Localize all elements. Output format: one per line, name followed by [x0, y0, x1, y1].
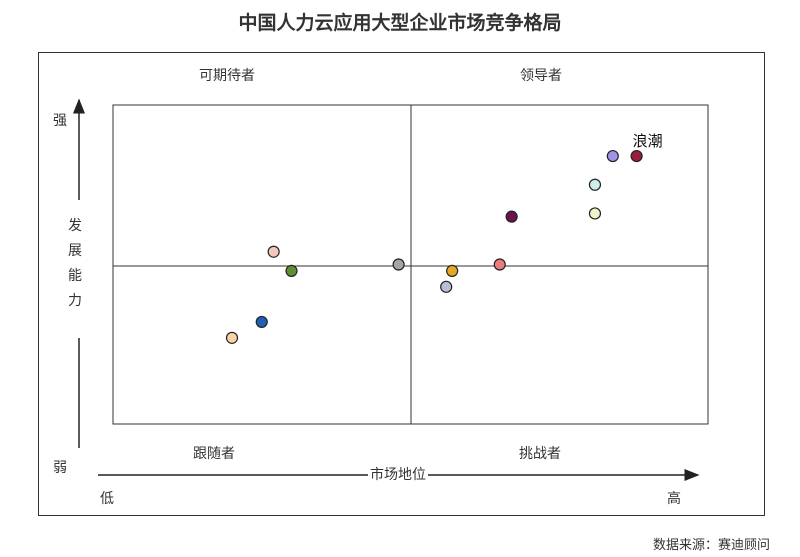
data-point-7 [446, 264, 459, 277]
data-point-4 [285, 264, 298, 277]
data-point-2 [255, 315, 268, 329]
x-low-label: 低 [100, 491, 114, 507]
y-low-label: 弱 [53, 460, 67, 476]
source-note: 数据来源：赛迪顾问 [652, 538, 770, 553]
highlight-point-label: 浪潮 [632, 132, 663, 151]
data-point-1 [225, 331, 239, 344]
data-point-11 [588, 178, 602, 191]
points-layer [225, 149, 643, 344]
x-axis-label: 市场地位 [368, 464, 428, 484]
chart-frame [38, 52, 765, 516]
data-point-13 [630, 149, 643, 163]
chart-title: 中国人力云应用大型企业市场竞争格局 [238, 12, 562, 34]
data-point-9 [505, 210, 518, 223]
quadrant-label-top-right: 领导者 [520, 68, 562, 84]
y-axis-label: 发展能力 [68, 218, 82, 309]
quadrant-label-bottom-left: 跟随者 [193, 446, 235, 462]
data-point-6 [440, 280, 453, 293]
x-high-label: 高 [667, 491, 681, 507]
data-point-8 [493, 258, 506, 271]
quadrant-label-bottom-right: 挑战者 [519, 446, 561, 462]
y-high-label: 强 [53, 113, 67, 129]
data-point-5 [392, 258, 405, 271]
data-point-3 [267, 245, 280, 258]
data-point-10 [588, 207, 602, 220]
quadrant-label-top-left: 可期待者 [199, 68, 255, 84]
data-point-12 [606, 149, 619, 163]
